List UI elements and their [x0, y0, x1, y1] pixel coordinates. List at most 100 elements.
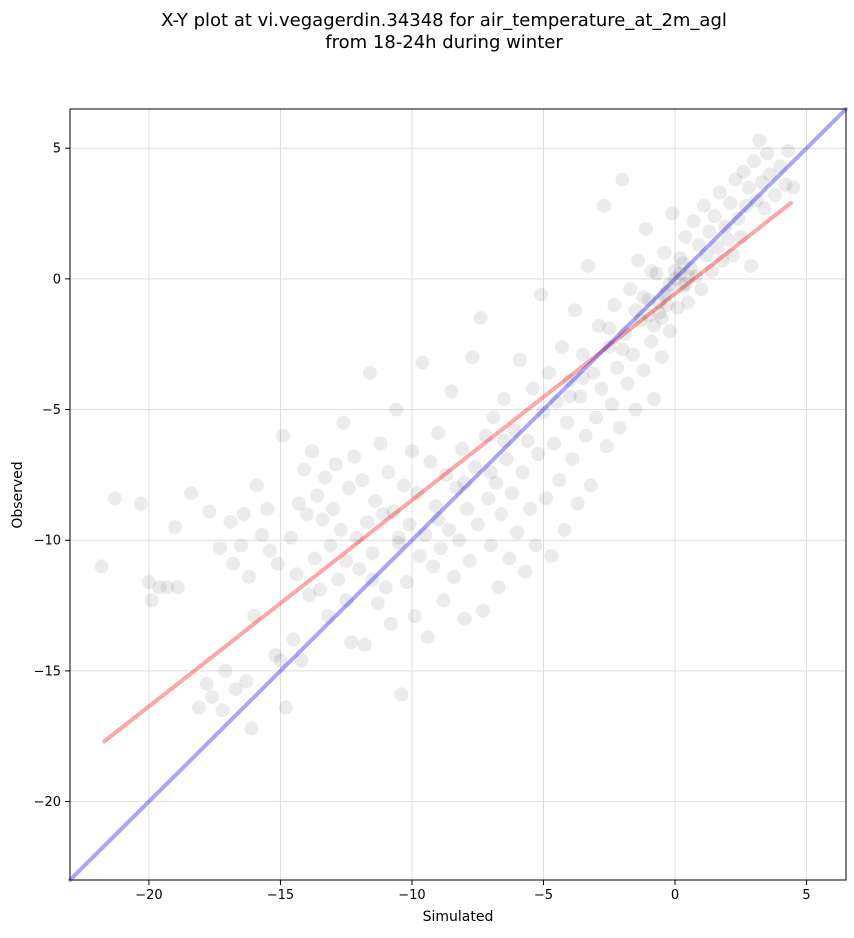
x-tick-label: −15 — [267, 888, 294, 903]
scatter-point — [370, 595, 385, 610]
x-axis-label: Simulated — [423, 909, 494, 925]
scatter-point — [168, 520, 183, 535]
scatter-point — [449, 480, 464, 495]
scatter-point — [570, 496, 585, 511]
scatter-point — [299, 507, 314, 522]
scatter-point — [723, 196, 738, 211]
scatter-point — [662, 324, 677, 339]
scatter-point — [360, 514, 375, 529]
scatter-point — [668, 264, 683, 279]
scatter-point — [707, 209, 722, 224]
scatter-point — [402, 517, 417, 532]
scatter-point — [565, 452, 580, 467]
scatter-point — [749, 193, 764, 208]
scatter-point — [710, 240, 725, 255]
scatter-point — [433, 541, 448, 556]
scatter-point — [562, 389, 577, 404]
scatter-point — [486, 410, 501, 425]
scatter-point — [736, 164, 751, 179]
scatter-point — [652, 305, 667, 320]
scatter-point — [660, 298, 675, 313]
scatter-point — [631, 253, 646, 268]
scatter-point — [652, 295, 667, 310]
scatter-point — [391, 530, 406, 545]
scatter-point — [778, 177, 793, 192]
scatter-point — [649, 266, 664, 281]
y-tick-label: −10 — [34, 534, 61, 549]
scatter-point — [586, 365, 601, 380]
y-tick-label: 0 — [53, 272, 61, 287]
scatter-point — [678, 277, 693, 292]
scatter-point — [483, 465, 498, 480]
scatter-point — [452, 533, 467, 548]
scatter-point — [554, 339, 569, 354]
scatter-point — [497, 433, 512, 448]
scatter-point — [394, 687, 409, 702]
scatter-point — [668, 271, 683, 286]
scatter-point — [681, 269, 696, 284]
scatter-point — [468, 460, 483, 475]
scatter-point — [515, 465, 530, 480]
scatter-point — [654, 311, 669, 326]
regression-line — [102, 201, 793, 744]
scatter-point — [686, 214, 701, 229]
scatter-point — [773, 159, 788, 174]
scatter-point — [620, 376, 635, 391]
scatter-point — [407, 609, 422, 624]
scatter-point — [520, 433, 535, 448]
scatter-point — [670, 300, 685, 315]
scatter-point — [696, 198, 711, 213]
plot-frame — [69, 108, 847, 881]
scatter-point — [268, 648, 283, 663]
scatter-point — [673, 266, 688, 281]
scatter-point — [725, 248, 740, 263]
scatter-point — [612, 420, 627, 435]
scatter-point — [636, 363, 651, 378]
scatter-point — [531, 446, 546, 461]
scatter-point — [512, 352, 527, 367]
scatter-point — [205, 690, 220, 705]
scatter-point — [383, 616, 398, 631]
scatter-point — [665, 206, 680, 221]
scatter-point — [331, 572, 346, 587]
scatter-point — [639, 222, 654, 237]
scatter-point — [215, 703, 230, 718]
scatter-point — [465, 350, 480, 365]
scatter-point — [604, 397, 619, 412]
scatter-point — [107, 491, 122, 506]
scatter-point — [191, 700, 206, 715]
scatter-point — [239, 674, 254, 689]
scatter-point — [675, 279, 690, 294]
scatter-point — [365, 546, 380, 561]
scatter-point — [226, 556, 241, 571]
scatter-point — [241, 569, 256, 584]
scatter-point — [615, 342, 630, 357]
scatter-point — [170, 580, 185, 595]
scatter-point — [562, 373, 577, 388]
scatter-point — [134, 496, 149, 511]
scatter-point — [599, 439, 614, 454]
scatter-point — [289, 567, 304, 582]
scatter-point — [673, 250, 688, 265]
scatter-point — [368, 494, 383, 509]
scatter-point — [741, 180, 756, 195]
scatter-point — [262, 543, 277, 558]
grid-layer — [70, 109, 846, 880]
scatter-point — [591, 318, 606, 333]
scatter-point — [444, 384, 459, 399]
scatter-point — [244, 721, 259, 736]
scatter-point — [594, 381, 609, 396]
scatter-point — [502, 551, 517, 566]
scatter-point — [646, 392, 661, 407]
y-tick-label: 5 — [53, 142, 61, 157]
scatter-point — [152, 580, 167, 595]
scatter-point — [717, 219, 732, 234]
scatter-point — [739, 198, 754, 213]
scatter-point — [633, 313, 648, 328]
scatter-point — [310, 488, 325, 503]
scatter-point — [362, 365, 377, 380]
scatter-point — [475, 603, 490, 618]
scatter-point — [291, 496, 306, 511]
scatter-point — [473, 311, 488, 326]
